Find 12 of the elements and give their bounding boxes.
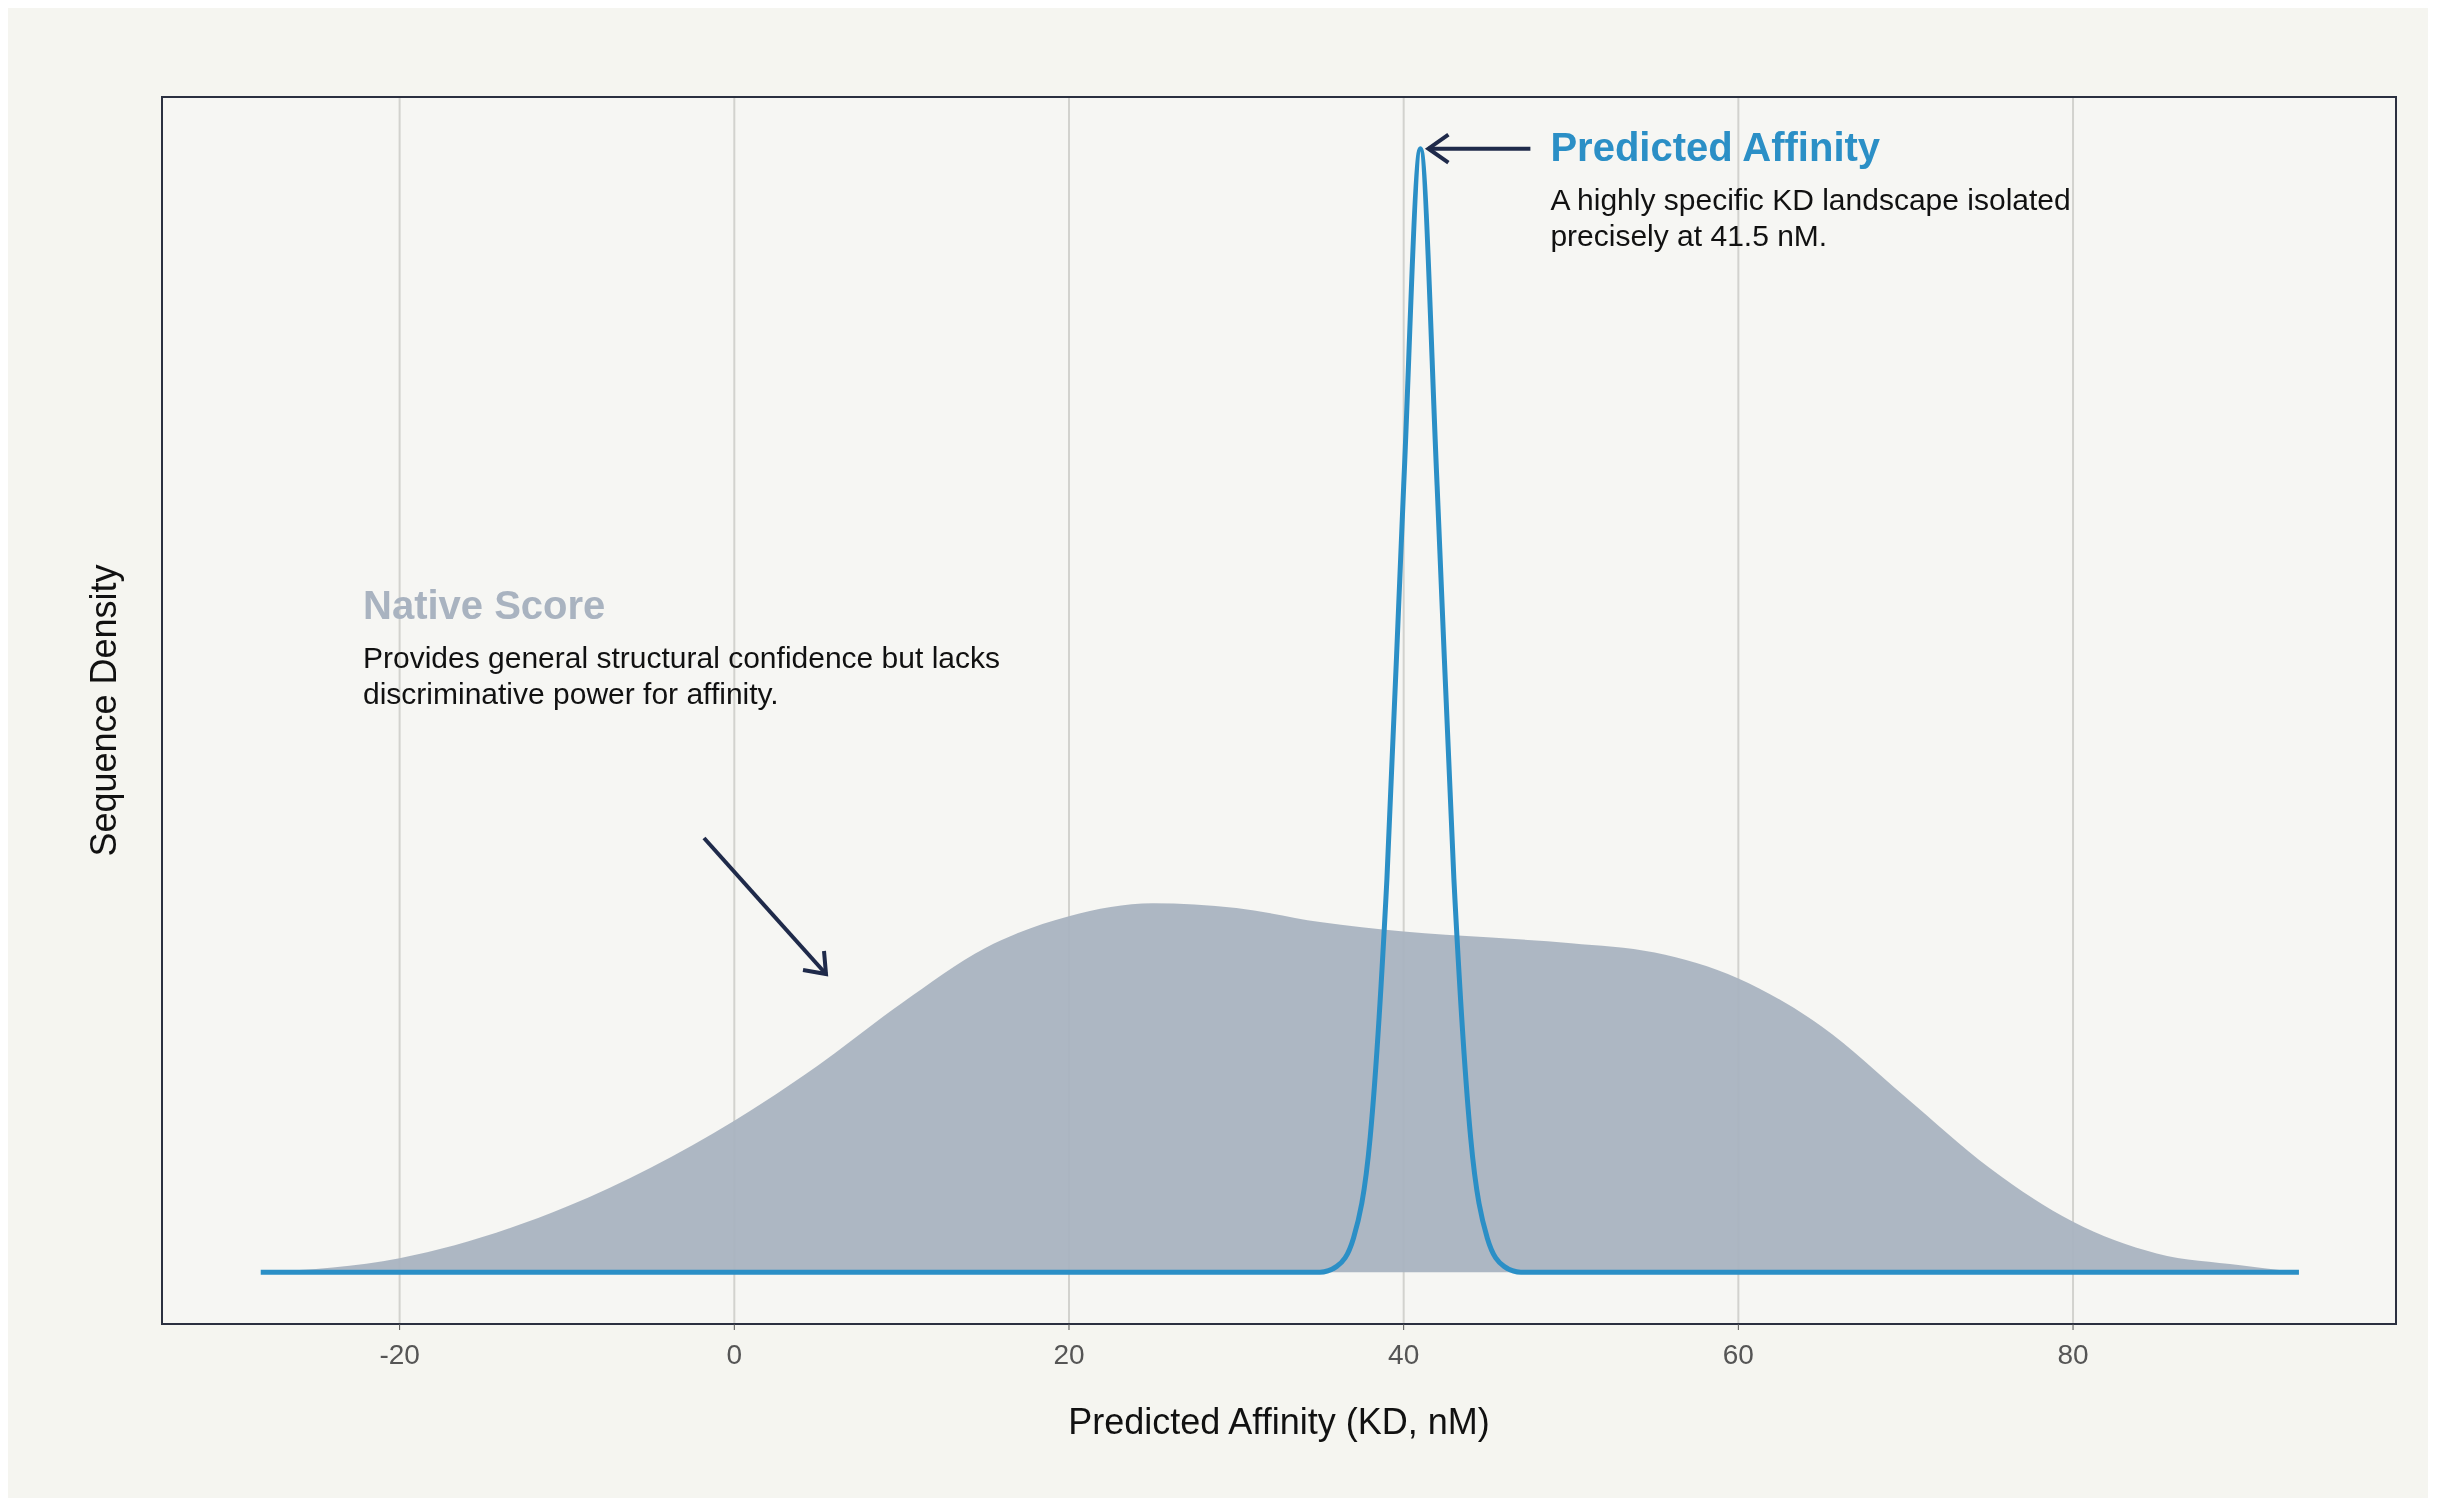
x-tick-label: 40 (1388, 1338, 1420, 1370)
annotation: A highly specific KD landscape isolated precisely at 41.5 nM. (1550, 181, 2072, 254)
x-axis-title: Predicted Affinity (KD, nM) (1068, 1401, 1490, 1442)
y-axis-title: Sequence Density (83, 564, 124, 857)
x-tick-label: 60 (1722, 1338, 1754, 1370)
x-tick-label: 80 (2057, 1338, 2089, 1370)
text: Predicted Affinity (1550, 124, 1882, 170)
annotation: Provides general structural confidence but lacks discriminative power for affinity. (363, 640, 1001, 712)
x-tick-label: -20 (379, 1338, 420, 1370)
x-tick-label: 0 (726, 1338, 743, 1370)
text: Native Score (363, 583, 607, 628)
x-tick-label: 20 (1053, 1338, 1085, 1370)
